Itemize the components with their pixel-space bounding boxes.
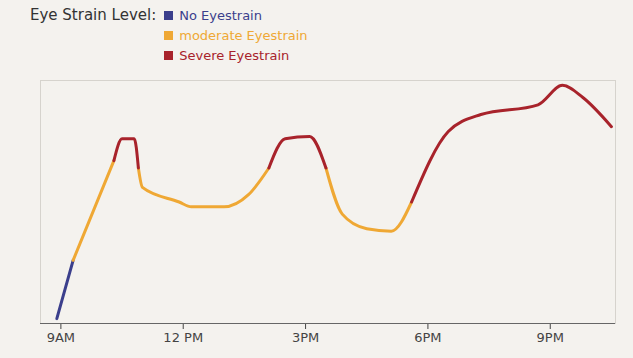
svg-text:9AM: 9AM (47, 330, 75, 345)
html-text:Eye Strain Level:: Eye Strain Level: (30, 6, 157, 24)
svg-text:3PM: 3PM (292, 330, 319, 345)
svg-text:9PM: 9PM (537, 330, 564, 345)
svg-text:6PM: 6PM (414, 330, 441, 345)
html-text:No Eyestrain: No Eyestrain (179, 8, 262, 23)
svg-text:12 PM: 12 PM (163, 330, 203, 345)
html-text:moderate Eyestrain: moderate Eyestrain (179, 28, 308, 43)
html-text:Severe Eyestrain: Severe Eyestrain (179, 48, 290, 63)
